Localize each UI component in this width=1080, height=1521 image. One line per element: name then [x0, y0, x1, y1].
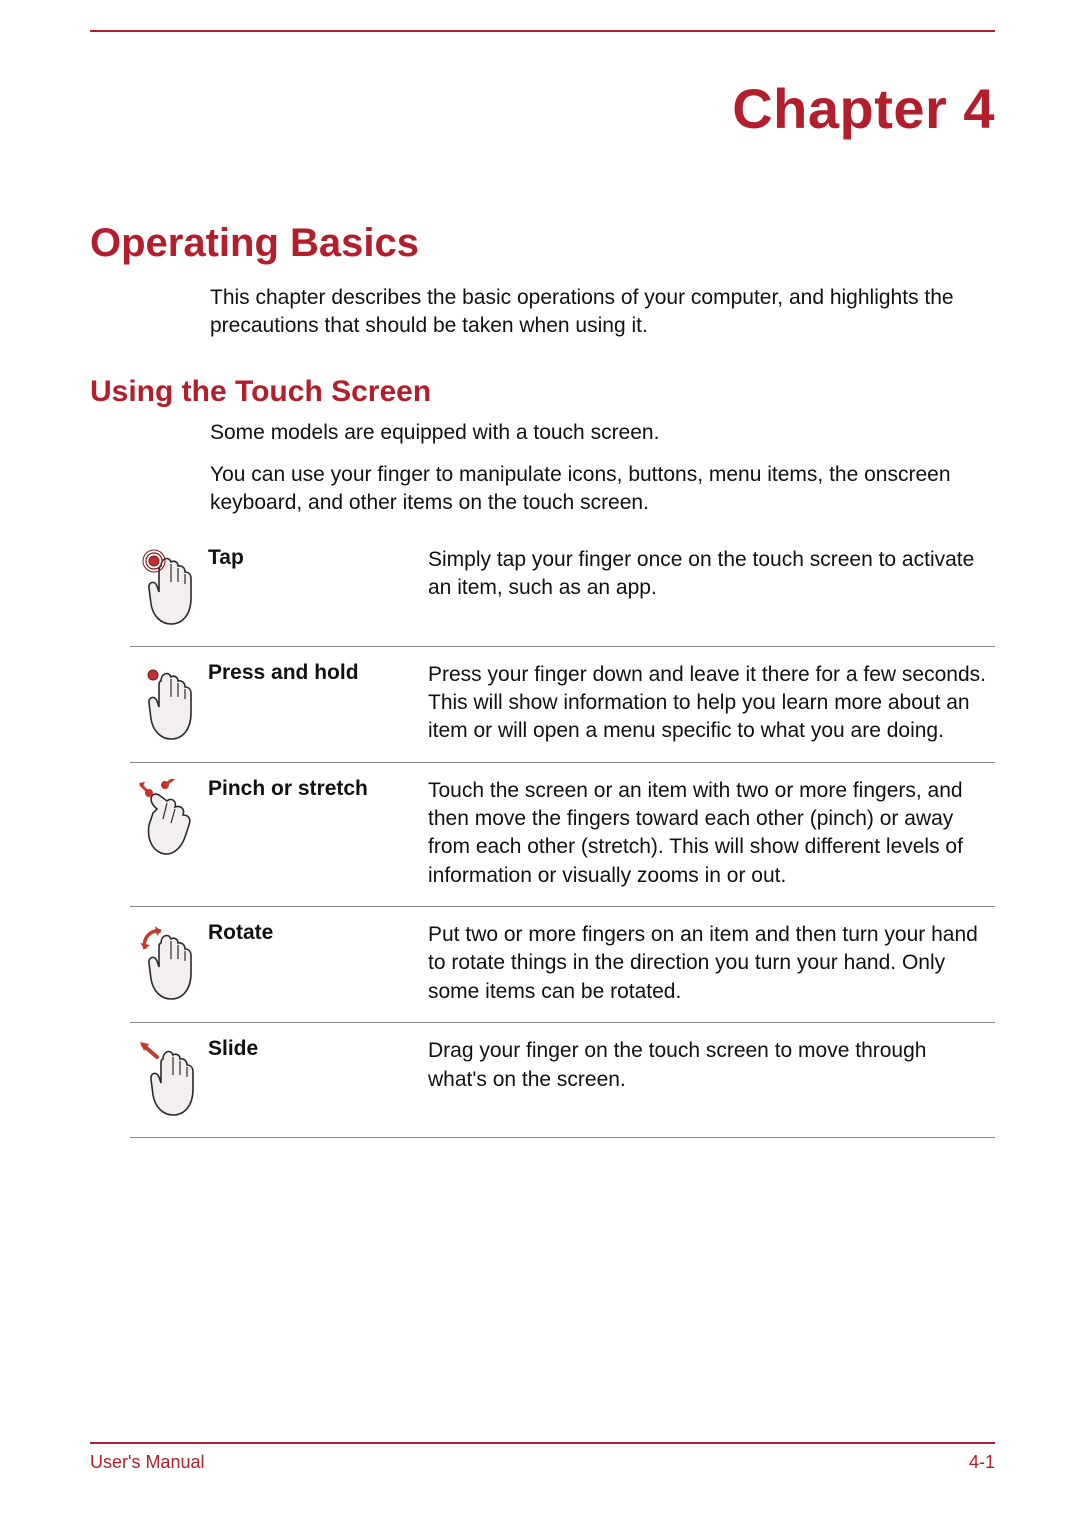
gesture-row-pinch: Pinch or stretch Touch the screen or an … — [130, 763, 995, 907]
gesture-desc: Drag your finger on the touch screen to … — [428, 1037, 995, 1094]
header-rule — [90, 30, 995, 32]
subsection-intro-1: Some models are equipped with a touch sc… — [210, 419, 995, 447]
footer-right: 4-1 — [969, 1452, 995, 1473]
gesture-table: Tap Simply tap your finger once on the t… — [130, 532, 995, 1138]
gesture-desc: Put two or more fingers on an item and t… — [428, 921, 995, 1006]
slide-icon — [130, 1037, 208, 1121]
gesture-row-press-hold: Press and hold Press your finger down an… — [130, 647, 995, 763]
pinch-icon — [130, 777, 208, 861]
tap-icon — [130, 546, 208, 630]
gesture-row-rotate: Rotate Put two or more fingers on an ite… — [130, 907, 995, 1023]
rotate-icon — [130, 921, 208, 1005]
subsection-title: Using the Touch Screen — [90, 375, 995, 409]
gesture-name: Rotate — [208, 921, 428, 945]
subsection-intro-2: You can use your finger to manipulate ic… — [210, 461, 995, 518]
page-footer: User's Manual 4-1 — [90, 1442, 995, 1473]
gesture-name: Pinch or stretch — [208, 777, 428, 801]
gesture-name: Press and hold — [208, 661, 428, 685]
gesture-row-tap: Tap Simply tap your finger once on the t… — [130, 532, 995, 647]
gesture-desc: Touch the screen or an item with two or … — [428, 777, 995, 890]
section-intro: This chapter describes the basic operati… — [210, 284, 995, 341]
section-title: Operating Basics — [90, 221, 995, 266]
gesture-desc: Simply tap your finger once on the touch… — [428, 546, 995, 603]
gesture-row-slide: Slide Drag your finger on the touch scre… — [130, 1023, 995, 1138]
footer-left: User's Manual — [90, 1452, 204, 1473]
gesture-name: Tap — [208, 546, 428, 570]
gesture-name: Slide — [208, 1037, 428, 1061]
press-hold-icon — [130, 661, 208, 745]
gesture-desc: Press your finger down and leave it ther… — [428, 661, 995, 746]
chapter-title: Chapter 4 — [90, 76, 995, 141]
